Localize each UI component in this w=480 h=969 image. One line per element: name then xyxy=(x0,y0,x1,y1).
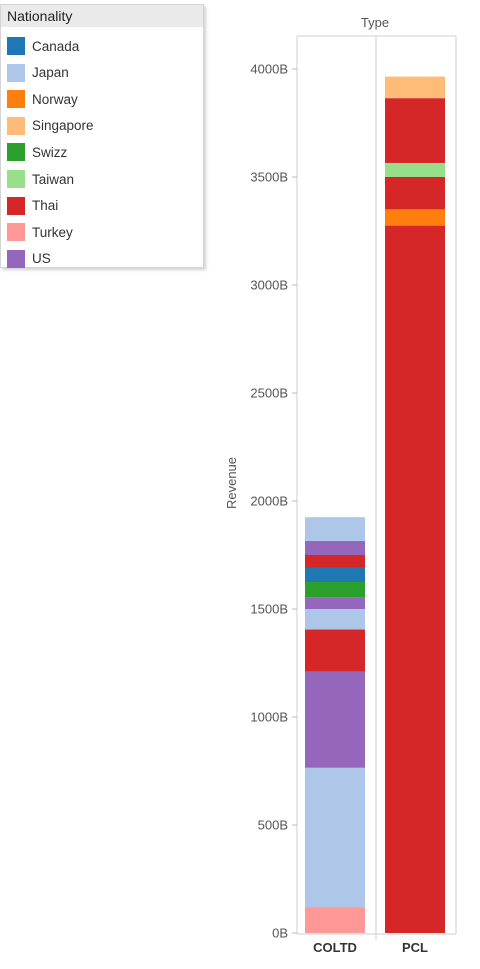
legend-label: Taiwan xyxy=(32,171,75,187)
legend-swatch xyxy=(7,63,25,82)
legend-item-canada[interactable]: Canada xyxy=(7,37,79,55)
x-category-label: COLTD xyxy=(313,940,357,955)
y-axis-title: Revenue xyxy=(224,457,239,509)
legend-item-taiwan[interactable]: Taiwan xyxy=(7,170,74,188)
y-tick-label: 500B xyxy=(258,818,288,833)
legend-label: Norway xyxy=(32,91,78,107)
bar-segment-coltd-japan xyxy=(305,517,365,541)
legend-item-turkey[interactable]: Turkey xyxy=(7,223,73,242)
legend-swatch xyxy=(7,143,25,162)
bars xyxy=(305,76,445,934)
bar-segment-coltd-thai xyxy=(305,555,365,568)
legend-item-japan[interactable]: Japan xyxy=(7,63,69,82)
legend-swatch xyxy=(7,116,25,135)
bar-segment-coltd-turkey xyxy=(305,907,365,933)
legend-swatch xyxy=(7,90,25,109)
legend-label: Japan xyxy=(32,65,69,81)
legend: Nationality Canada Japan Norway Singapore Sw… xyxy=(0,4,204,268)
chart-title: Type xyxy=(361,15,389,30)
bar-segment-coltd-canada xyxy=(305,567,365,582)
legend-item-thai[interactable]: Thai xyxy=(7,196,59,215)
legend-item-norway[interactable]: Norway xyxy=(7,90,78,109)
bar-segment-coltd-us xyxy=(305,671,365,768)
bar-segment-pcl-taiwan xyxy=(385,162,445,177)
legend-label: US xyxy=(32,251,51,267)
bar-segment-coltd-us xyxy=(305,540,365,555)
bar-segment-coltd-thai xyxy=(305,629,365,672)
bar-segment-pcl-thai xyxy=(385,177,445,210)
bar-segment-coltd-japan xyxy=(305,767,365,908)
legend-title: Nationality xyxy=(1,5,203,27)
y-tick-label: 3500B xyxy=(250,170,288,185)
y-tick-label: 3000B xyxy=(250,278,288,293)
legend-item-us[interactable]: US xyxy=(7,249,51,268)
bar-segment-pcl-norway xyxy=(385,209,445,226)
y-tick-label: 2500B xyxy=(250,386,288,401)
legend-swatch xyxy=(7,170,25,188)
legend-swatch xyxy=(7,196,25,215)
bar-segment-coltd-us xyxy=(305,597,365,609)
bar-segment-pcl-thai xyxy=(385,225,445,934)
y-tick-label: 0B xyxy=(272,926,288,941)
legend-swatch xyxy=(7,37,25,55)
bar-segment-pcl-thai xyxy=(385,98,445,163)
legend-label: Turkey xyxy=(32,224,73,240)
bar-segment-coltd-swizz xyxy=(305,582,365,598)
legend-label: Canada xyxy=(32,38,80,54)
legend-label: Singapore xyxy=(32,118,94,134)
bar-segment-coltd-japan xyxy=(305,609,365,630)
y-tick-label: 2000B xyxy=(250,494,288,509)
y-axis: 0B 500B 1000B 1500B 2000B 2500B 3000B 3500B 4000… xyxy=(250,62,297,941)
legend-label: Swizz xyxy=(32,144,68,160)
legend-item-singapore[interactable]: Singapore xyxy=(7,116,94,135)
plot-frame xyxy=(296,35,457,940)
legend-swatch xyxy=(7,249,25,268)
x-axis: COLTD PCL xyxy=(313,940,428,955)
legend-label: Thai xyxy=(32,198,59,214)
x-category-label: PCL xyxy=(402,940,428,955)
y-tick-label: 1500B xyxy=(250,602,288,617)
bar-segment-pcl-singapore xyxy=(385,76,445,99)
legend-swatch xyxy=(7,223,25,242)
y-tick-label: 1000B xyxy=(250,710,288,725)
y-tick-label: 4000B xyxy=(250,62,288,77)
legend-item-swizz[interactable]: Swizz xyxy=(7,143,68,162)
